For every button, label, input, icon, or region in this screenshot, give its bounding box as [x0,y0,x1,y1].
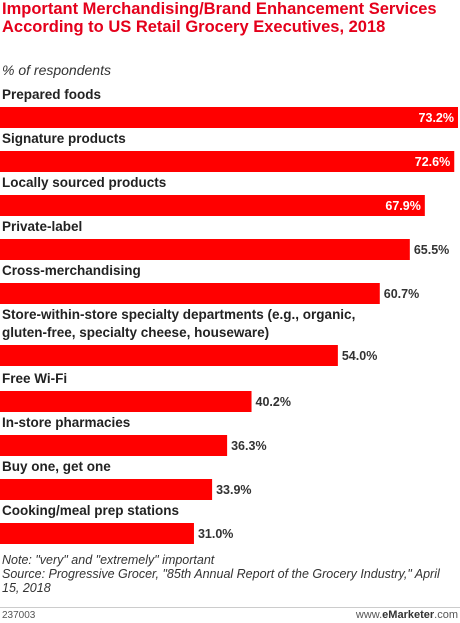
chart-subtitle: % of respondents [2,62,111,78]
category-label: Store-within-store specialty departments… [2,307,355,322]
value-label: 60.7% [384,287,419,301]
value-label: 73.2% [419,111,454,125]
brand-suffix: .com [434,609,458,621]
brand-name: eMarketer [382,609,435,621]
bar [0,283,380,304]
category-label: Signature products [2,131,126,146]
bar-chart: Prepared foods 73.2% Signature products 72.… [0,87,458,544]
category-label: In-store pharmacies [2,415,130,430]
category-label: Cooking/meal prep stations [2,503,179,518]
bar [0,239,410,260]
category-label: Buy one, get one [2,459,111,474]
category-label: Free Wi-Fi [2,371,67,386]
value-label: 67.9% [385,199,420,213]
category-label: Cross-merchandising [2,263,141,278]
category-label: Prepared foods [2,87,101,102]
bar [0,479,213,500]
category-label: Private-label [2,219,82,234]
note-text: Note: "very" and "extremely" important [2,553,215,567]
chart-notes: Note: "very" and "extremely" important S… [2,553,458,595]
value-label: 33.9% [216,483,251,497]
bar [0,151,455,172]
bar [0,523,194,544]
brand-logo: www.eMarketer.com [356,609,458,621]
value-label: 72.6% [415,155,450,169]
category-label: gluten-free, specialty cheese, houseware… [2,325,269,340]
footer-divider [0,607,460,608]
bar [0,345,338,366]
value-label: 65.5% [414,243,449,257]
value-label: 36.3% [231,439,266,453]
source-text: Source: Progressive Grocer, "85th Annual… [2,567,440,595]
brand-prefix: www. [355,609,383,621]
bar [0,107,458,128]
chart-id: 237003 [2,610,36,621]
value-label: 54.0% [342,349,377,363]
value-label: 31.0% [198,527,233,541]
value-label: 40.2% [256,395,291,409]
bar [0,435,228,456]
bar [0,195,425,216]
category-label: Locally sourced products [2,175,166,190]
bar [0,391,252,412]
chart-title: Important Merchandising/Brand Enhancemen… [2,0,437,36]
